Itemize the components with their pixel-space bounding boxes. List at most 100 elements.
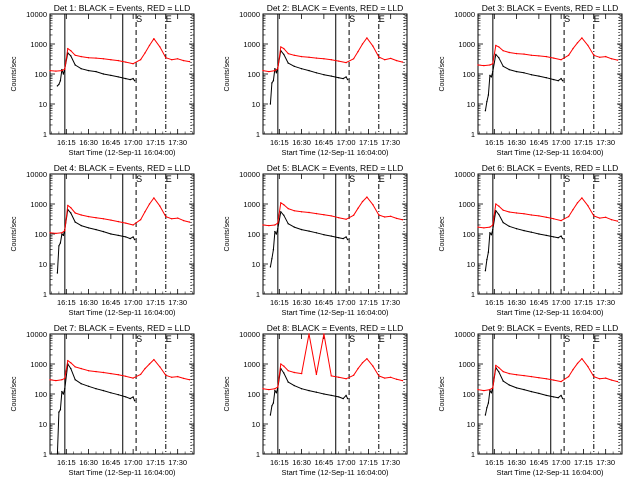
data-point-events — [557, 80, 559, 82]
y-axis-label: Counts/sec — [439, 56, 446, 92]
data-point-lld — [599, 217, 601, 219]
data-point-events — [272, 249, 275, 251]
x-tick-label: 16:45 — [101, 298, 120, 307]
data-point-lld — [345, 61, 347, 64]
y-tick-label: 10 — [39, 260, 47, 269]
data-point-events — [132, 396, 134, 398]
x-tick-label: 17:00 — [337, 298, 356, 307]
y-tick-label: 10 — [467, 100, 475, 109]
data-point-lld — [102, 58, 105, 60]
data-point-lld — [177, 217, 179, 219]
panel-det-5: Det 5: BLACK = Events, RED = LLD 1 10 100 10… — [224, 163, 408, 317]
data-point-events — [345, 394, 347, 397]
data-point-lld — [576, 42, 579, 44]
data-point-lld — [378, 375, 380, 377]
data-point-lld — [401, 219, 404, 221]
data-point-lld — [384, 216, 386, 218]
data-point-events — [523, 388, 525, 391]
data-point-lld — [144, 52, 146, 54]
data-point-lld — [610, 58, 613, 60]
data-point-lld — [277, 68, 279, 70]
x-tick-label: 16:15 — [485, 138, 504, 147]
x-tick-label: 17:00 — [124, 298, 143, 307]
data-point-events — [95, 388, 97, 390]
data-point-lld — [110, 59, 112, 61]
data-point-lld — [323, 333, 325, 335]
x-tick-label: 17:15 — [146, 138, 165, 147]
plot-frame — [49, 173, 195, 295]
data-point-events — [59, 409, 62, 411]
data-point-lld — [345, 218, 347, 220]
data-point-lld — [477, 64, 479, 66]
data-point-lld — [395, 378, 398, 380]
data-point-events — [102, 73, 105, 75]
data-point-lld — [401, 61, 404, 63]
y-tick-label: 10000 — [454, 330, 475, 339]
data-point-lld — [74, 212, 76, 214]
x-tick-label: 17:00 — [552, 458, 571, 467]
x-tick-label: 17:00 — [552, 138, 571, 147]
data-point-lld — [572, 368, 574, 371]
data-point-lld — [498, 46, 500, 48]
data-point-lld — [498, 366, 500, 369]
data-point-events — [553, 78, 555, 81]
data-point-events — [346, 397, 349, 400]
data-point-lld — [308, 56, 310, 58]
data-point-events — [545, 394, 547, 397]
data-point-events — [489, 74, 491, 77]
data-point-lld — [64, 377, 66, 380]
data-point-events — [59, 80, 62, 82]
x-axis-label: Start Time (12-Sep-11 16:04:00) — [69, 468, 177, 477]
chart-title: Det 4: BLACK = Events, RED = LLD — [54, 163, 191, 173]
x-tick-label: 16:30 — [507, 298, 526, 307]
x-tick-label: 17:30 — [168, 458, 187, 467]
data-point-events — [293, 226, 295, 228]
x-tick-label: 16:30 — [292, 298, 311, 307]
y-tick-label: 1 — [256, 130, 260, 139]
data-point-events — [102, 389, 105, 392]
data-point-events — [117, 76, 120, 78]
y-axis-label: Counts/sec — [224, 56, 231, 92]
data-point-events — [74, 64, 76, 66]
data-point-events — [560, 77, 562, 80]
data-point-lld — [553, 218, 555, 220]
data-point-lld — [315, 373, 318, 376]
data-point-events — [125, 396, 127, 398]
data-point-lld — [67, 359, 69, 362]
data-point-lld — [165, 57, 167, 59]
data-point-lld — [125, 375, 127, 377]
data-point-lld — [293, 54, 295, 56]
data-point-events — [502, 65, 504, 68]
data-point-events — [487, 402, 490, 404]
y-tick-label: 10000 — [454, 10, 475, 19]
data-point-lld — [283, 365, 285, 367]
data-point-lld — [159, 366, 161, 368]
data-point-lld — [508, 372, 510, 375]
x-tick-label: 17:15 — [574, 458, 593, 467]
data-point-events — [545, 77, 547, 79]
data-point-events — [338, 396, 340, 398]
data-point-events — [346, 78, 349, 81]
x-tick-label: 16:15 — [485, 298, 504, 307]
data-point-events — [508, 384, 510, 386]
data-point-events — [490, 392, 493, 394]
data-point-lld — [171, 376, 173, 378]
data-point-events — [323, 234, 325, 236]
data-point-lld — [287, 370, 289, 372]
y-tick-label: 1 — [471, 290, 475, 299]
data-point-events — [515, 387, 518, 389]
data-point-events — [308, 230, 310, 232]
data-point-lld — [308, 333, 310, 335]
y-axis-label: Counts/sec — [439, 216, 446, 252]
data-point-lld — [148, 203, 151, 205]
x-tick-label: 16:30 — [79, 458, 98, 467]
data-point-lld — [616, 220, 619, 222]
data-point-lld — [489, 226, 491, 228]
data-point-lld — [587, 44, 589, 47]
x-axis-label: Start Time (12-Sep-11 16:04:00) — [69, 148, 177, 157]
data-point-lld — [390, 215, 392, 217]
data-point-lld — [587, 365, 589, 368]
y-tick-label: 1000 — [243, 200, 260, 209]
data-point-events — [272, 402, 275, 404]
y-tick-label: 10000 — [26, 170, 47, 179]
